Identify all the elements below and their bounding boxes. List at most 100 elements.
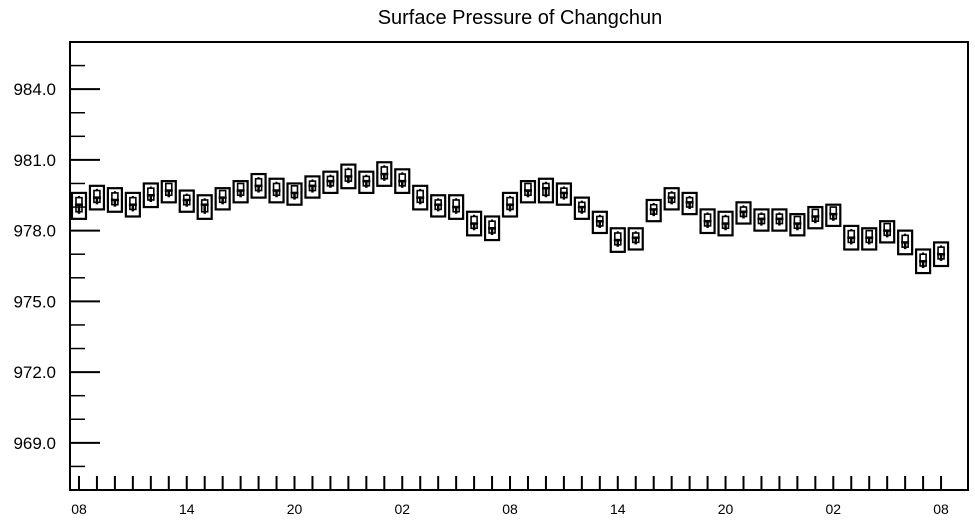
box-mark (537, 177, 555, 204)
box-mark (681, 191, 698, 216)
box-range (645, 198, 662, 223)
box-range (448, 194, 465, 220)
box-mark (70, 191, 88, 220)
box-range (537, 177, 555, 204)
box-mark (843, 224, 860, 251)
box-range (879, 220, 896, 244)
box-range (322, 170, 339, 195)
box-range (519, 180, 537, 204)
x-tick-label: 14 (179, 501, 195, 517)
box-mark (879, 220, 896, 244)
box-mark (519, 180, 537, 204)
box-mark (807, 205, 824, 230)
box-mark (268, 177, 285, 204)
box-mark (412, 184, 429, 211)
y-tick-label: 969.0 (13, 434, 56, 453)
box-range (825, 203, 842, 228)
box-range (843, 224, 860, 251)
box-mark (448, 194, 465, 220)
box-mark (699, 208, 716, 235)
box-mark (825, 203, 842, 228)
x-tick-label: 20 (287, 501, 303, 517)
box-range (466, 210, 483, 237)
box-range (430, 194, 447, 218)
box-range (340, 163, 357, 190)
box-mark (160, 180, 177, 204)
y-axis: 969.0 972.0 975.0 978.0 981.0 984.0 (13, 41, 100, 491)
plot-area-frame (69, 41, 969, 491)
box-range (789, 213, 806, 237)
box-mark (645, 198, 662, 223)
box-range (591, 210, 608, 235)
box-mark (914, 248, 932, 275)
box-range (268, 177, 285, 204)
x-tick-label: 08 (71, 501, 87, 517)
box-mark (304, 175, 321, 199)
box-mark (124, 191, 141, 218)
box-range (663, 187, 680, 211)
box-range (214, 187, 231, 211)
box-range (124, 191, 141, 218)
box-range (142, 182, 159, 209)
box-range (160, 180, 177, 204)
box-range (699, 208, 716, 235)
box-mark (753, 208, 770, 232)
x-tick-label: 02 (394, 501, 410, 517)
y-tick-label: 978.0 (13, 222, 56, 241)
box-mark (897, 229, 914, 256)
box-range (376, 161, 393, 187)
box-mark (394, 168, 411, 195)
box-range (412, 184, 429, 211)
box-range (232, 180, 249, 204)
box-mark (376, 161, 393, 187)
box-range (286, 182, 303, 206)
x-tick-label: 02 (826, 501, 842, 517)
box-range (178, 189, 195, 213)
box-range (555, 182, 573, 206)
box-range (897, 229, 914, 256)
box-range (70, 191, 88, 220)
box-mark (322, 170, 339, 195)
box-range (807, 205, 824, 230)
x-tick-label: 20 (718, 501, 734, 517)
box-range (483, 215, 501, 242)
box-mark (142, 182, 159, 209)
box-mark (358, 170, 375, 195)
box-mark (501, 191, 519, 218)
x-tick-label: 08 (933, 501, 949, 517)
x-axis: 08 14 20 02 08 14 20 02 08 (71, 476, 949, 517)
y-tick-label: 984.0 (13, 80, 56, 99)
box-mark (250, 172, 267, 199)
box-range (914, 248, 932, 275)
box-range (573, 196, 590, 220)
box-range (681, 191, 698, 216)
box-range (394, 168, 411, 195)
box-mark (735, 201, 752, 225)
box-range (932, 241, 950, 268)
box-series (70, 161, 950, 275)
box-mark (214, 187, 231, 211)
box-mark (609, 227, 626, 253)
y-tick-label: 981.0 (13, 151, 56, 170)
y-tick-label: 972.0 (13, 363, 56, 382)
box-range (501, 191, 519, 218)
box-mark (106, 187, 124, 213)
box-mark (717, 210, 734, 237)
chart-title: Surface Pressure of Changchun (378, 7, 663, 29)
box-range (304, 175, 321, 199)
box-mark (771, 208, 788, 232)
box-range (250, 172, 267, 199)
box-range (861, 227, 878, 251)
box-range (753, 208, 770, 232)
box-mark (196, 194, 213, 220)
box-range (735, 201, 752, 225)
y-tick-label: 975.0 (13, 292, 56, 311)
box-mark (88, 184, 106, 211)
box-mark (430, 194, 447, 218)
box-mark (483, 215, 501, 242)
box-range (196, 194, 213, 220)
box-mark (861, 227, 878, 251)
box-range (358, 170, 375, 195)
